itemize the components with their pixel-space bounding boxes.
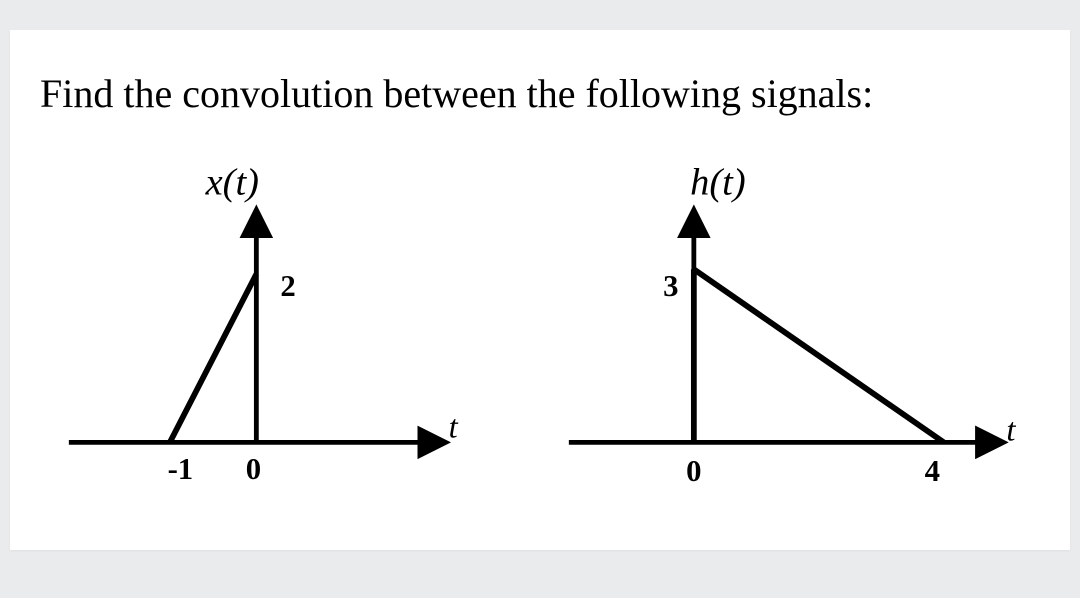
signal-h-title: h(t) (690, 161, 746, 203)
question-card: Find the convolution between the followi… (10, 30, 1070, 550)
signal-x-peak-label: 2 (280, 269, 295, 303)
signal-x-diagram: x(t) 2 -1 0 t (40, 147, 540, 507)
signal-h-decay (694, 269, 944, 442)
signal-x-tick-zero: 0 (246, 452, 261, 486)
signal-h-axis-label: t (1006, 412, 1016, 448)
question-text: Find the convolution between the followi… (40, 70, 1040, 117)
signal-x-tick-minus1: -1 (168, 452, 194, 486)
signal-h-tick-zero: 0 (686, 454, 701, 488)
signal-h-peak-label: 3 (663, 269, 678, 303)
signal-x-axis-label: t (449, 410, 459, 446)
signal-h-diagram: h(t) 3 0 4 t (540, 147, 1040, 507)
signal-x-ramp (170, 274, 257, 442)
signal-h-tick-four: 4 (925, 454, 940, 488)
signal-x-svg: x(t) 2 -1 0 t (40, 147, 540, 507)
signal-x-title: x(t) (205, 161, 259, 203)
signal-h-svg: h(t) 3 0 4 t (540, 147, 1040, 507)
diagrams-container: x(t) 2 -1 0 t (40, 147, 1040, 507)
